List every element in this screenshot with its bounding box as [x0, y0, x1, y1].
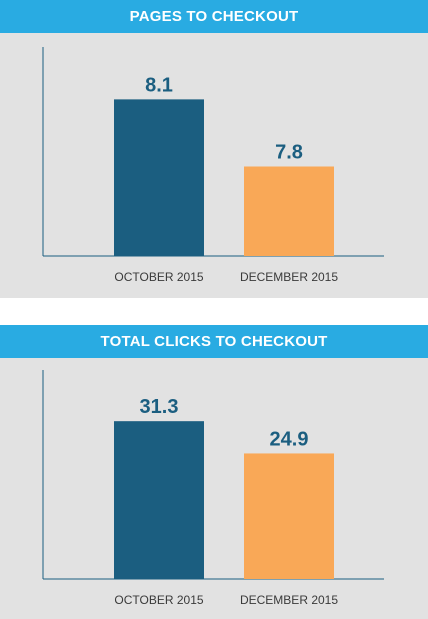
chart-title: PAGES TO CHECKOUT: [0, 0, 428, 33]
bar-value-label: 31.3: [140, 396, 179, 418]
bar-october-2015: [114, 421, 204, 579]
x-tick-label: OCTOBER 2015: [114, 593, 203, 607]
bar-december-2015: [244, 166, 334, 256]
bar-value-label: 24.9: [270, 428, 309, 450]
bar-value-label: 8.1: [145, 74, 173, 96]
x-tick-label: DECEMBER 2015: [240, 270, 338, 284]
x-tick-label: OCTOBER 2015: [114, 270, 203, 284]
chart-title: TOTAL CLICKS TO CHECKOUT: [0, 325, 428, 358]
chart-panel-pages-to-checkout: PAGES TO CHECKOUT 8.1 OCTOBER 2015 7.8 DECE…: [0, 0, 428, 298]
bar-december-2015: [244, 453, 334, 579]
bar-value-label: 7.8: [275, 142, 303, 164]
x-tick-label: DECEMBER 2015: [240, 593, 338, 607]
chart-panel-total-clicks-to-checkout: TOTAL CLICKS TO CHECKOUT 31.3 OCTOBER 201…: [0, 325, 428, 619]
bar-october-2015: [114, 99, 204, 256]
bar-chart-pages-to-checkout: 8.1 OCTOBER 2015 7.8 DECEMBER 2015: [42, 47, 384, 284]
bar-chart-total-clicks-to-checkout: 31.3 OCTOBER 2015 24.9 DECEMBER 2015: [42, 370, 384, 607]
